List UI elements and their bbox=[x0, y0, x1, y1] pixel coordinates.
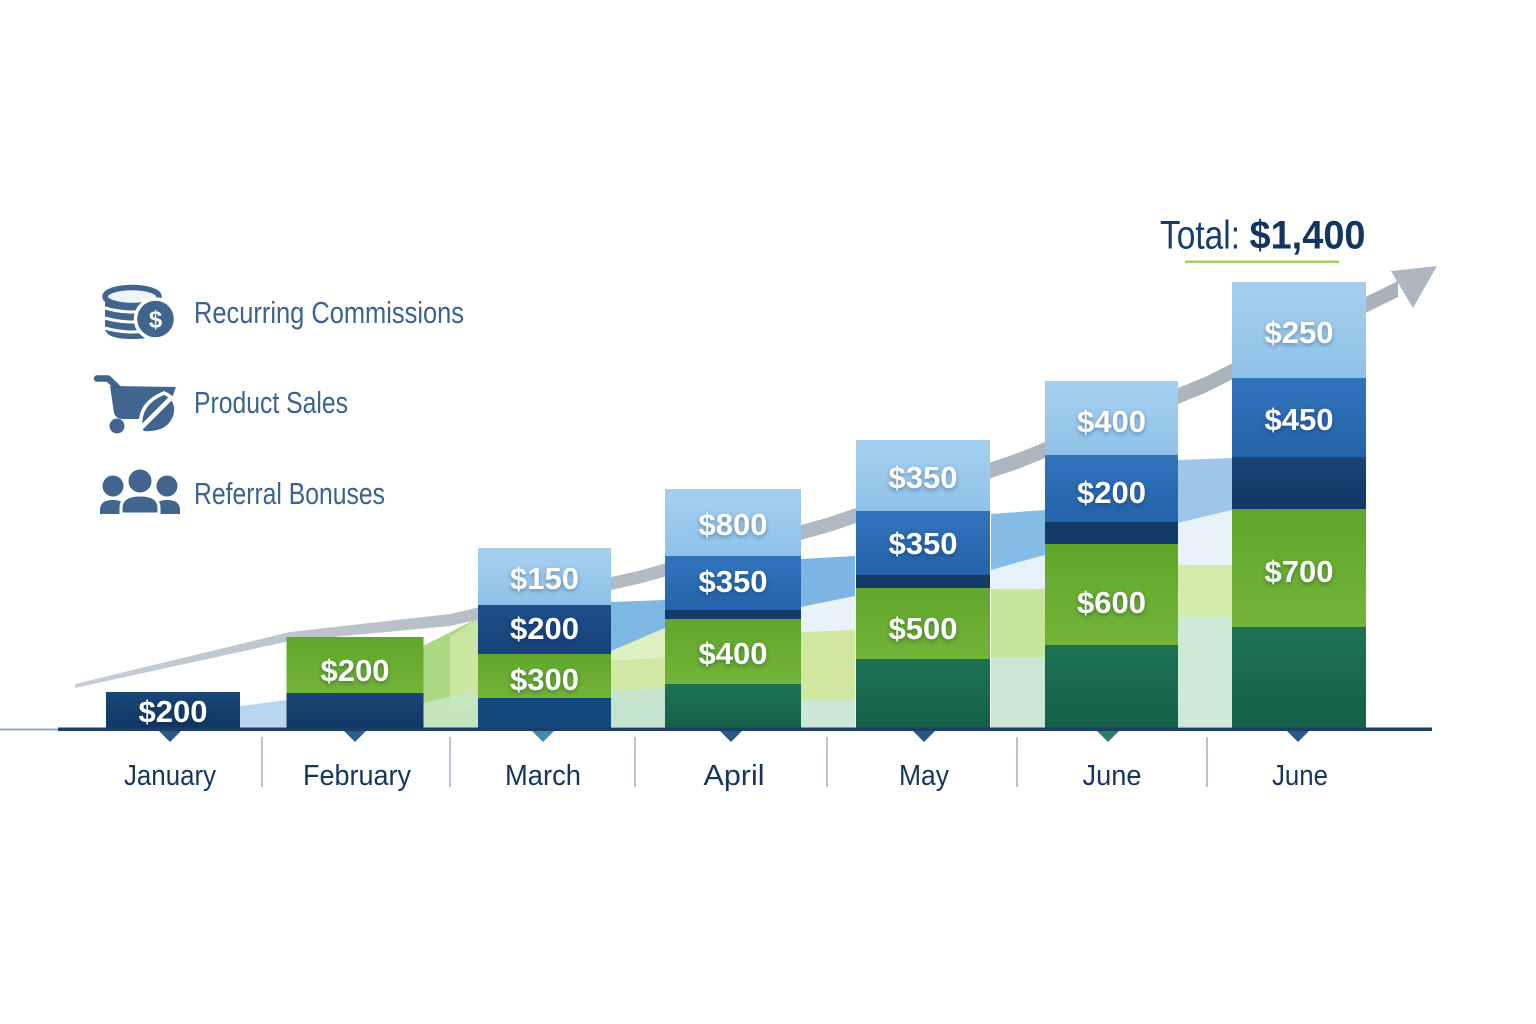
svg-text:$200: $200 bbox=[321, 653, 390, 688]
svg-text:June: June bbox=[1272, 760, 1328, 792]
svg-text:January: January bbox=[124, 760, 216, 792]
svg-text:$450: $450 bbox=[1265, 402, 1334, 437]
svg-text:$700: $700 bbox=[1265, 554, 1334, 589]
svg-text:$600: $600 bbox=[1077, 585, 1146, 620]
svg-text:$200: $200 bbox=[139, 694, 208, 729]
svg-text:$400: $400 bbox=[1077, 404, 1146, 439]
svg-text:$300: $300 bbox=[510, 662, 579, 697]
svg-text:May: May bbox=[899, 760, 949, 792]
svg-text:$150: $150 bbox=[510, 561, 579, 596]
svg-text:$200: $200 bbox=[1077, 475, 1146, 510]
svg-text:February: February bbox=[303, 760, 411, 792]
svg-text:$1,400: $1,400 bbox=[1250, 214, 1366, 258]
svg-text:April: April bbox=[704, 760, 765, 792]
svg-text:June: June bbox=[1083, 760, 1142, 792]
svg-text:Total:: Total: bbox=[1160, 214, 1240, 258]
svg-text:$250: $250 bbox=[1265, 315, 1334, 350]
svg-text:Recurring Commissions: Recurring Commissions bbox=[194, 295, 464, 330]
svg-text:$200: $200 bbox=[510, 611, 579, 646]
svg-text:$400: $400 bbox=[699, 636, 768, 671]
svg-text:$350: $350 bbox=[889, 526, 958, 561]
svg-text:$350: $350 bbox=[889, 460, 958, 495]
svg-text:$350: $350 bbox=[699, 564, 768, 599]
svg-text:Product Sales: Product Sales bbox=[194, 385, 348, 420]
svg-text:$800: $800 bbox=[699, 507, 768, 542]
svg-text:March: March bbox=[505, 760, 581, 792]
svg-text:Referral Bonuses: Referral Bonuses bbox=[194, 476, 385, 511]
svg-text:$500: $500 bbox=[889, 611, 958, 646]
svg-text:$: $ bbox=[149, 307, 163, 334]
